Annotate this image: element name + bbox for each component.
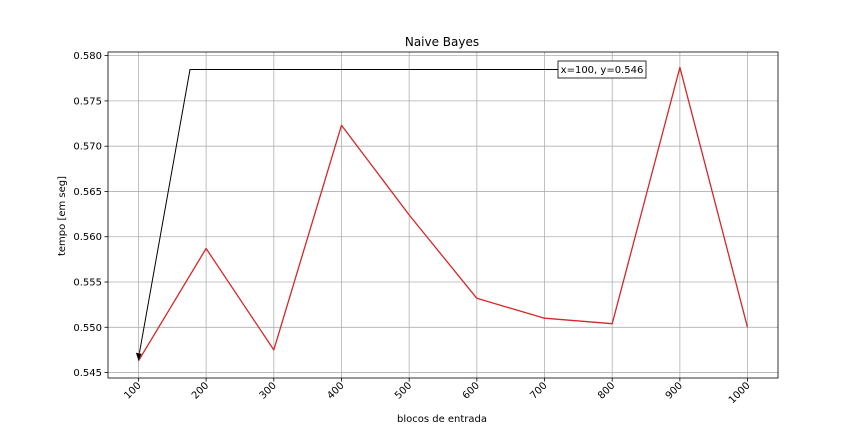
y-tick-label: 0.575: [73, 96, 102, 107]
plot-frame: [107, 51, 779, 379]
y-axis: 0.545 0.550 0.555 0.560 0.565 0.570 0.575 0.580: [73, 51, 108, 379]
chart-title: Naive Bayes: [405, 35, 479, 49]
grid: [108, 52, 778, 378]
annotation-arrowhead: [135, 352, 142, 361]
y-tick-label: 0.580: [73, 51, 102, 62]
y-tick-label: 0.550: [73, 323, 102, 334]
y-tick-label: 0.560: [73, 232, 102, 243]
series-group: [137, 66, 749, 362]
y-tick-label: 0.555: [73, 278, 102, 289]
annotation: x=100, y=0.546: [135, 60, 647, 361]
annotation-label: x=100, y=0.546: [561, 65, 644, 76]
y-tick-label: 0.565: [73, 187, 102, 198]
series-line: [137, 66, 749, 362]
x-axis-label: blocos de entrada: [397, 414, 487, 425]
annotation-arrow: [138, 69, 558, 353]
y-axis-label: tempo [em seg]: [57, 176, 68, 256]
annotation-box: [557, 60, 647, 79]
y-tick-label: 0.545: [73, 368, 102, 379]
y-tick-label: 0.570: [73, 142, 102, 153]
